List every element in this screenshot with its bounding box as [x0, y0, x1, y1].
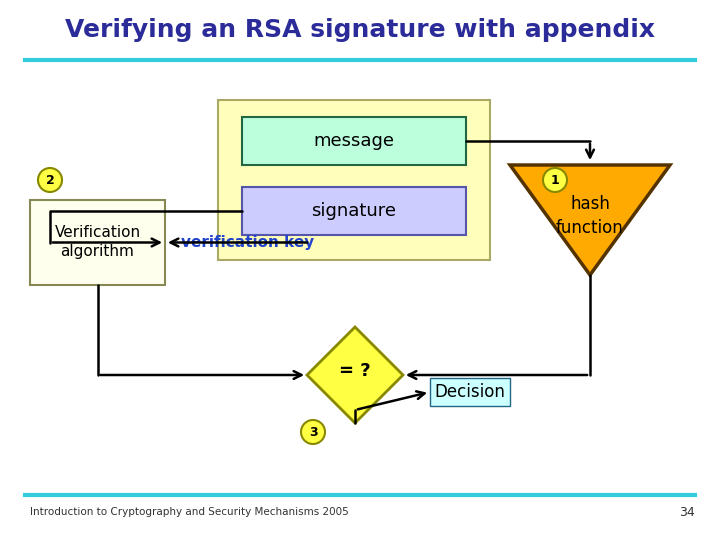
Polygon shape [510, 165, 670, 275]
FancyBboxPatch shape [218, 100, 490, 260]
Text: Verification: Verification [55, 225, 140, 240]
Circle shape [38, 168, 62, 192]
Circle shape [301, 420, 325, 444]
Text: algorithm: algorithm [60, 244, 135, 259]
Text: 34: 34 [679, 505, 695, 518]
Text: signature: signature [312, 202, 397, 220]
Text: verification key: verification key [181, 235, 315, 251]
Circle shape [543, 168, 567, 192]
Text: hash: hash [570, 195, 610, 213]
Polygon shape [307, 327, 403, 423]
FancyBboxPatch shape [30, 200, 165, 285]
Text: function: function [556, 219, 624, 237]
Text: = ?: = ? [339, 362, 371, 380]
Text: 3: 3 [309, 426, 318, 438]
Text: Introduction to Cryptography and Security Mechanisms 2005: Introduction to Cryptography and Securit… [30, 507, 348, 517]
Text: 1: 1 [551, 173, 559, 186]
FancyBboxPatch shape [242, 117, 466, 165]
FancyBboxPatch shape [242, 187, 466, 235]
Text: message: message [313, 132, 395, 150]
Text: Decision: Decision [435, 383, 505, 401]
Text: Verifying an RSA signature with appendix: Verifying an RSA signature with appendix [65, 18, 655, 42]
Text: 2: 2 [45, 173, 55, 186]
